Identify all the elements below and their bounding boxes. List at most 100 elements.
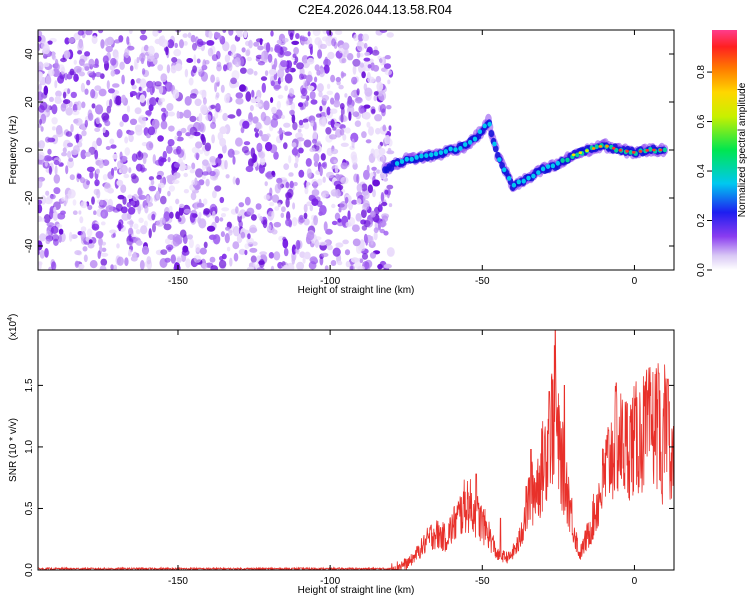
signal-peak: [648, 147, 653, 152]
noise-blob: [273, 221, 282, 228]
noise-blob: [40, 126, 44, 132]
noise-blob: [56, 223, 63, 228]
noise-blob: [298, 102, 304, 108]
signal-core: [488, 130, 495, 138]
noise-blob: [250, 255, 257, 263]
noise-blob: [351, 138, 355, 149]
noise-blob: [103, 182, 112, 193]
noise-blob: [77, 50, 83, 55]
x-tick-label: -150: [168, 576, 188, 587]
noise-blob: [104, 38, 110, 47]
noise-blob: [78, 210, 82, 215]
noise-blob: [232, 176, 236, 185]
noise-blob: [80, 149, 87, 160]
noise-blob: [348, 111, 352, 121]
snr-panel: -150 -100 -50 0 0.0 0.5 1.0 1.5 Height of stra…: [7, 314, 675, 596]
noise-blob: [269, 187, 273, 196]
noise-blob: [330, 260, 337, 266]
noise-blob: [189, 93, 197, 99]
noise-blob: [116, 243, 120, 249]
spectrogram-y-label: Frequency (Hz): [8, 116, 19, 185]
snr-x-label: Height of straight line (km): [298, 585, 415, 596]
noise-blob: [225, 174, 230, 179]
noise-blob: [324, 265, 329, 270]
noise-blob: [283, 122, 291, 128]
noise-blob: [60, 210, 66, 215]
noise-blob: [207, 47, 214, 57]
signal-hotspot: [585, 149, 589, 153]
noise-blob: [210, 74, 216, 83]
noise-blob: [310, 120, 315, 127]
noise-blob: [120, 164, 128, 175]
noise-blob: [243, 141, 251, 146]
noise-blob: [265, 141, 273, 152]
noise-blob: [299, 214, 304, 220]
noise-blob: [357, 265, 365, 270]
noise-blob: [331, 220, 338, 226]
noise-blob: [340, 142, 349, 147]
noise-blob: [146, 256, 152, 265]
noise-blob: [128, 233, 132, 242]
noise-blob: [43, 85, 49, 96]
noise-blob: [347, 210, 351, 221]
noise-blob: [38, 140, 45, 149]
noise-blob: [224, 233, 230, 244]
noise-blob: [241, 47, 246, 53]
signal-hotspot: [598, 145, 603, 148]
noise-blob: [375, 75, 382, 83]
noise-blob: [311, 189, 320, 197]
noise-blob: [335, 242, 344, 248]
noise-blob: [228, 30, 234, 36]
noise-blob: [346, 53, 354, 61]
noise-blob: [285, 192, 292, 199]
noise-blob: [120, 184, 127, 193]
noise-blob: [60, 57, 67, 63]
noise-blob: [98, 30, 104, 34]
noise-blob: [162, 150, 167, 160]
noise-blob: [358, 105, 365, 114]
noise-blob: [291, 217, 298, 227]
noise-blob: [96, 137, 102, 147]
noise-blob: [102, 174, 108, 181]
noise-blob: [322, 161, 328, 169]
noise-blob: [81, 101, 86, 109]
noise-blob: [277, 68, 285, 79]
noise-blob: [296, 137, 305, 142]
noise-blob: [282, 264, 289, 270]
noise-blob: [222, 30, 227, 33]
noise-blob: [51, 104, 58, 115]
noise-blob: [341, 58, 347, 64]
noise-blob: [202, 97, 207, 105]
noise-blob: [160, 73, 168, 83]
noise-blob: [192, 42, 197, 51]
noise-blob: [190, 34, 196, 43]
noise-blob: [57, 75, 65, 84]
noise-blob: [141, 68, 146, 75]
noise-blob: [363, 104, 371, 109]
noise-blob: [345, 221, 352, 228]
signal-peak: [429, 152, 434, 158]
noise-blob: [318, 241, 327, 246]
noise-blob: [49, 194, 56, 200]
noise-blob: [316, 83, 324, 93]
noise-blob: [72, 145, 80, 154]
noise-blob: [85, 30, 93, 36]
noise-blob: [249, 224, 257, 234]
noise-blob: [334, 123, 341, 128]
noise-blob: [372, 189, 376, 198]
noise-blob: [148, 228, 152, 239]
noise-blob: [38, 105, 45, 113]
noise-blob: [270, 265, 275, 270]
noise-blob: [38, 204, 43, 214]
noise-blob: [249, 105, 254, 112]
noise-blob: [152, 30, 159, 37]
signal-peak: [482, 123, 487, 129]
signal-peak: [628, 150, 633, 155]
noise-blob: [47, 69, 55, 77]
noise-blob: [305, 181, 309, 189]
noise-blob: [246, 68, 254, 75]
noise-blob: [383, 230, 389, 236]
noise-blob: [195, 168, 204, 178]
noise-blob: [245, 49, 251, 57]
snr-y-label: SNR (10 * v/v): [8, 418, 19, 482]
